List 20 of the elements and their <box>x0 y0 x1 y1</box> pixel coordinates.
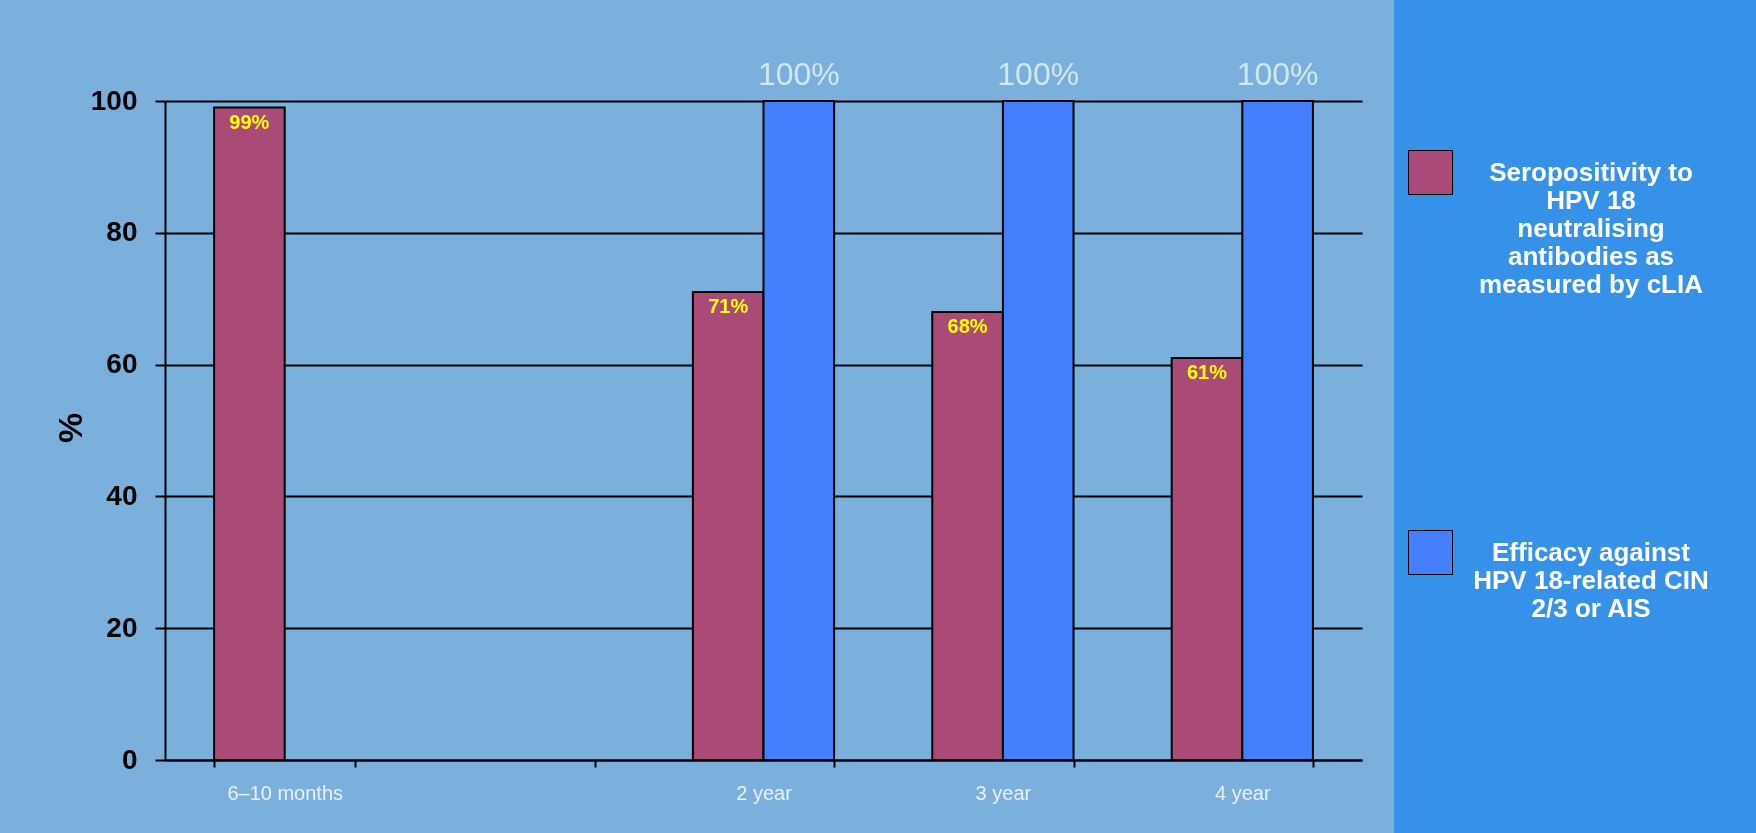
y-tick-label: 40 <box>106 479 138 511</box>
y-tick-label: 60 <box>106 348 138 380</box>
y-tick-label: 100 <box>90 84 138 116</box>
data-label: 71% <box>708 295 749 318</box>
x-tick-label: 6–10 months <box>227 781 344 804</box>
data-label: 100% <box>1236 56 1319 92</box>
legend-label: Efficacy against HPV 18-related CIN 2/3 or AIS <box>1473 536 1709 623</box>
x-tick-label: 3 year <box>975 781 1032 804</box>
data-label: 100% <box>997 56 1080 92</box>
data-label: 99% <box>229 110 270 133</box>
x-tick-label: 4 year <box>1215 781 1271 804</box>
y-tick-label: 0 <box>121 743 138 775</box>
y-tick-label: 20 <box>106 611 138 643</box>
data-label: 61% <box>1186 361 1228 384</box>
legend-label: Seropositivity to HPV 18 neutralising antibodies as measured by cLIA <box>1479 156 1704 299</box>
y-axis-title: % <box>50 412 89 444</box>
data-label: 100% <box>757 56 840 92</box>
data-label: 68% <box>947 314 988 337</box>
x-tick-label: 2 year <box>736 781 793 804</box>
y-tick-label: 80 <box>106 216 138 248</box>
